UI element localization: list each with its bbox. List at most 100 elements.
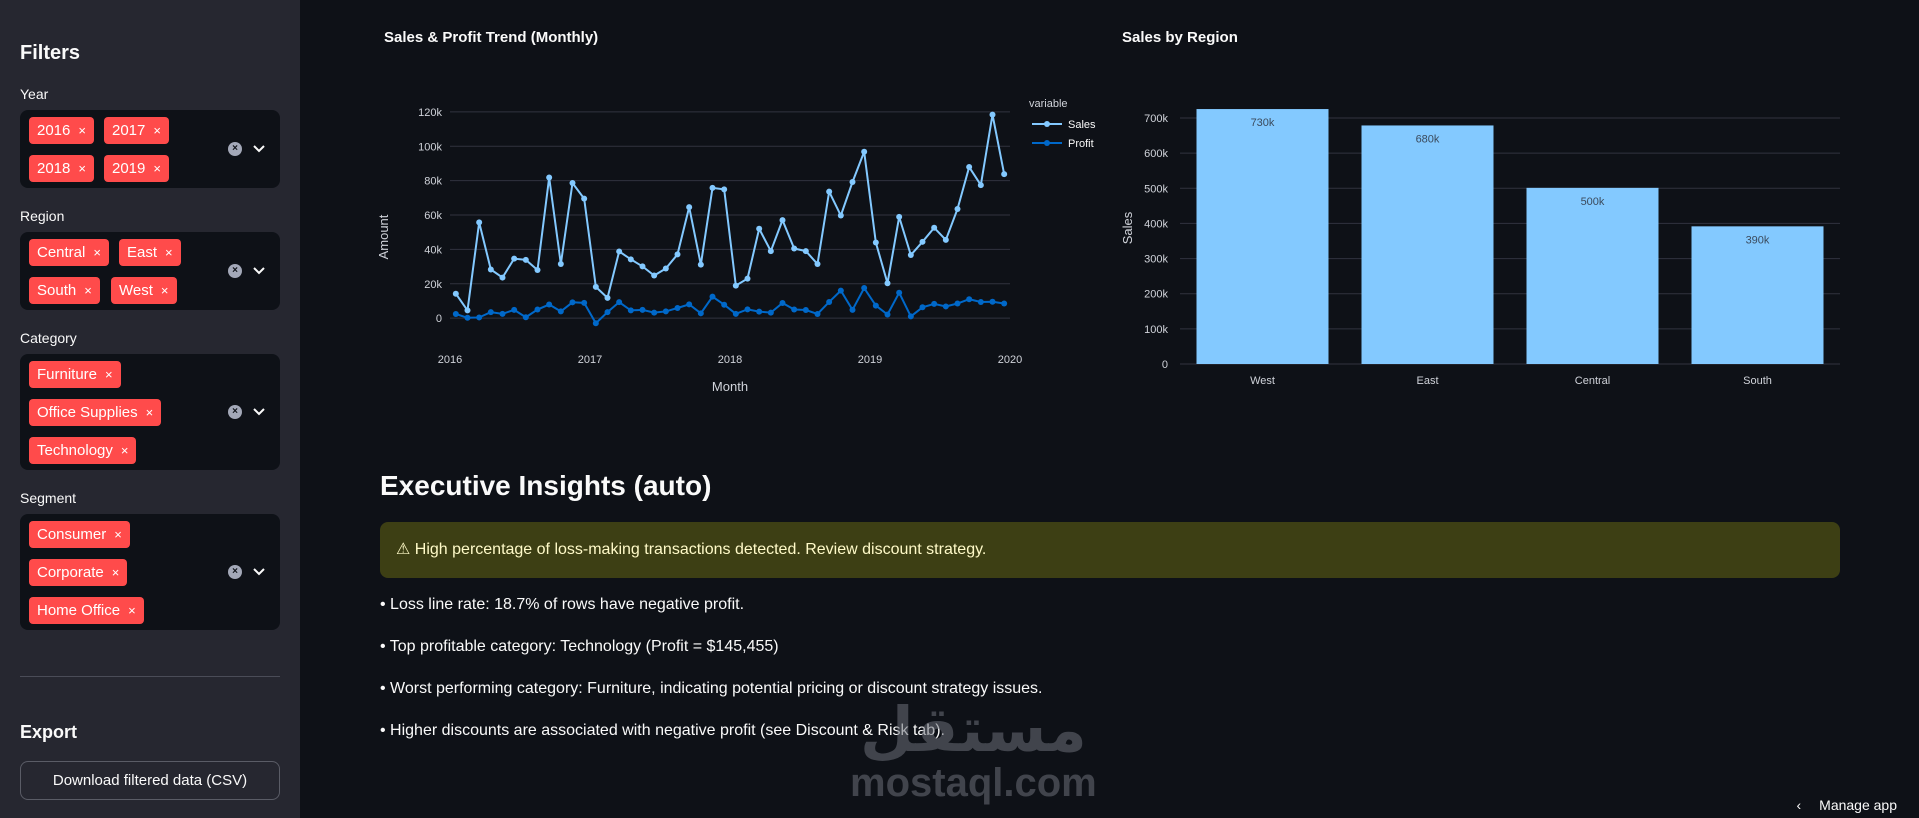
segment-multiselect[interactable]: Consumer × Corporate × Home Office × × bbox=[20, 514, 280, 630]
y-tick-label: 0 bbox=[1162, 359, 1168, 371]
remove-chip-icon[interactable]: × bbox=[128, 603, 136, 618]
bar-south bbox=[1691, 226, 1824, 364]
data-point bbox=[767, 248, 774, 255]
chevron-down-icon[interactable] bbox=[252, 264, 266, 278]
data-point bbox=[616, 299, 623, 306]
x-tick-label: 2018 bbox=[718, 354, 742, 366]
bar-west bbox=[1196, 109, 1329, 364]
download-csv-button[interactable]: Download filtered data (CSV) bbox=[20, 761, 280, 800]
data-point bbox=[1001, 300, 1008, 307]
data-point bbox=[966, 296, 973, 303]
data-point bbox=[732, 282, 739, 289]
chevron-down-icon[interactable] bbox=[252, 142, 266, 156]
data-point bbox=[977, 182, 984, 189]
data-point bbox=[662, 308, 669, 315]
bar-east bbox=[1361, 125, 1494, 364]
data-point bbox=[569, 299, 576, 306]
remove-chip-icon[interactable]: × bbox=[78, 161, 86, 176]
data-point bbox=[942, 303, 949, 310]
insight-bullet: • Loss line rate: 18.7% of rows have neg… bbox=[380, 596, 745, 613]
data-point bbox=[756, 308, 763, 315]
data-point bbox=[709, 293, 716, 300]
data-point bbox=[452, 311, 459, 317]
remove-chip-icon[interactable]: × bbox=[120, 443, 129, 458]
data-point bbox=[697, 310, 704, 317]
remove-chip-icon[interactable]: × bbox=[111, 565, 120, 580]
legend-label: Profit bbox=[1068, 138, 1094, 150]
bar-data-label: 500k bbox=[1581, 196, 1605, 208]
data-point bbox=[826, 298, 833, 305]
clear-all-icon[interactable]: × bbox=[228, 264, 242, 278]
data-point bbox=[814, 311, 821, 317]
legend-marker bbox=[1044, 121, 1050, 127]
chip-east: East × bbox=[119, 239, 181, 266]
sidebar-divider bbox=[20, 676, 280, 677]
data-point bbox=[627, 307, 634, 314]
region-filter-label: Region bbox=[20, 208, 65, 224]
data-point bbox=[977, 298, 984, 305]
chevron-down-icon[interactable] bbox=[252, 405, 266, 419]
chip-office-supplies: Office Supplies × bbox=[29, 399, 162, 426]
y-tick-label: 120k bbox=[418, 107, 442, 119]
remove-chip-icon[interactable]: × bbox=[105, 367, 113, 382]
remove-chip-icon[interactable]: × bbox=[165, 245, 173, 260]
remove-chip-icon[interactable]: × bbox=[114, 527, 122, 542]
data-point bbox=[534, 267, 541, 273]
x-tick-label: Central bbox=[1575, 375, 1610, 387]
data-point bbox=[837, 287, 844, 294]
remove-chip-icon[interactable]: × bbox=[160, 283, 169, 298]
data-point bbox=[1001, 171, 1008, 178]
category-filter-label: Category bbox=[20, 330, 77, 346]
region-multiselect[interactable]: Central × East × South × West × × bbox=[20, 232, 280, 310]
chevron-down-icon[interactable] bbox=[252, 565, 266, 579]
y-tick-label: 0 bbox=[436, 313, 442, 325]
manage-app-button[interactable]: ‹ Manage app bbox=[1796, 797, 1897, 813]
data-point bbox=[697, 261, 704, 268]
legend-marker bbox=[1044, 140, 1050, 146]
data-point bbox=[686, 204, 693, 211]
data-point bbox=[581, 195, 588, 202]
data-point bbox=[791, 245, 798, 252]
clear-all-icon[interactable]: × bbox=[228, 405, 242, 419]
remove-chip-icon[interactable]: × bbox=[145, 405, 154, 420]
remove-chip-icon[interactable]: × bbox=[153, 123, 161, 138]
data-point bbox=[942, 236, 949, 243]
data-point bbox=[767, 309, 774, 316]
data-point bbox=[499, 310, 506, 317]
insights-heading: Executive Insights (auto) bbox=[380, 470, 712, 501]
data-point bbox=[721, 186, 728, 193]
remove-chip-icon[interactable]: × bbox=[93, 245, 101, 260]
data-point bbox=[814, 260, 821, 267]
insight-bullet: • Top profitable category: Technology (P… bbox=[380, 638, 779, 655]
year-filter-label: Year bbox=[20, 86, 49, 102]
y-tick-label: 80k bbox=[424, 176, 442, 188]
chip-central: Central × bbox=[29, 239, 109, 266]
remove-chip-icon[interactable]: × bbox=[84, 283, 92, 298]
chip-consumer: Consumer × bbox=[29, 521, 130, 548]
data-point bbox=[779, 300, 786, 306]
data-point bbox=[464, 307, 471, 314]
clear-all-icon[interactable]: × bbox=[228, 565, 242, 579]
data-point bbox=[884, 311, 891, 318]
x-tick-label: East bbox=[1416, 375, 1438, 387]
x-tick-label: South bbox=[1743, 375, 1772, 387]
clear-all-icon[interactable]: × bbox=[228, 142, 242, 156]
data-point bbox=[511, 255, 518, 262]
legend-label: Sales bbox=[1068, 119, 1096, 131]
data-point bbox=[662, 265, 669, 272]
remove-chip-icon[interactable]: × bbox=[78, 123, 86, 138]
data-point bbox=[569, 180, 576, 187]
y-tick-label: 40k bbox=[424, 244, 442, 256]
year-multiselect[interactable]: 2016 × 2017 × 2018 × 2019 × × bbox=[20, 110, 280, 188]
data-point bbox=[907, 252, 914, 259]
data-point bbox=[534, 306, 541, 313]
trend-chart-title: Sales & Profit Trend (Monthly) bbox=[384, 29, 599, 46]
category-multiselect[interactable]: Furniture × Office Supplies × Technology × … bbox=[20, 354, 280, 470]
chip-corporate: Corporate × bbox=[29, 559, 128, 586]
remove-chip-icon[interactable]: × bbox=[153, 161, 161, 176]
data-point bbox=[557, 308, 564, 315]
y-tick-label: 500k bbox=[1144, 183, 1168, 195]
chip-2016: 2016 × bbox=[29, 117, 94, 144]
data-point bbox=[616, 248, 623, 255]
data-point bbox=[511, 306, 518, 313]
